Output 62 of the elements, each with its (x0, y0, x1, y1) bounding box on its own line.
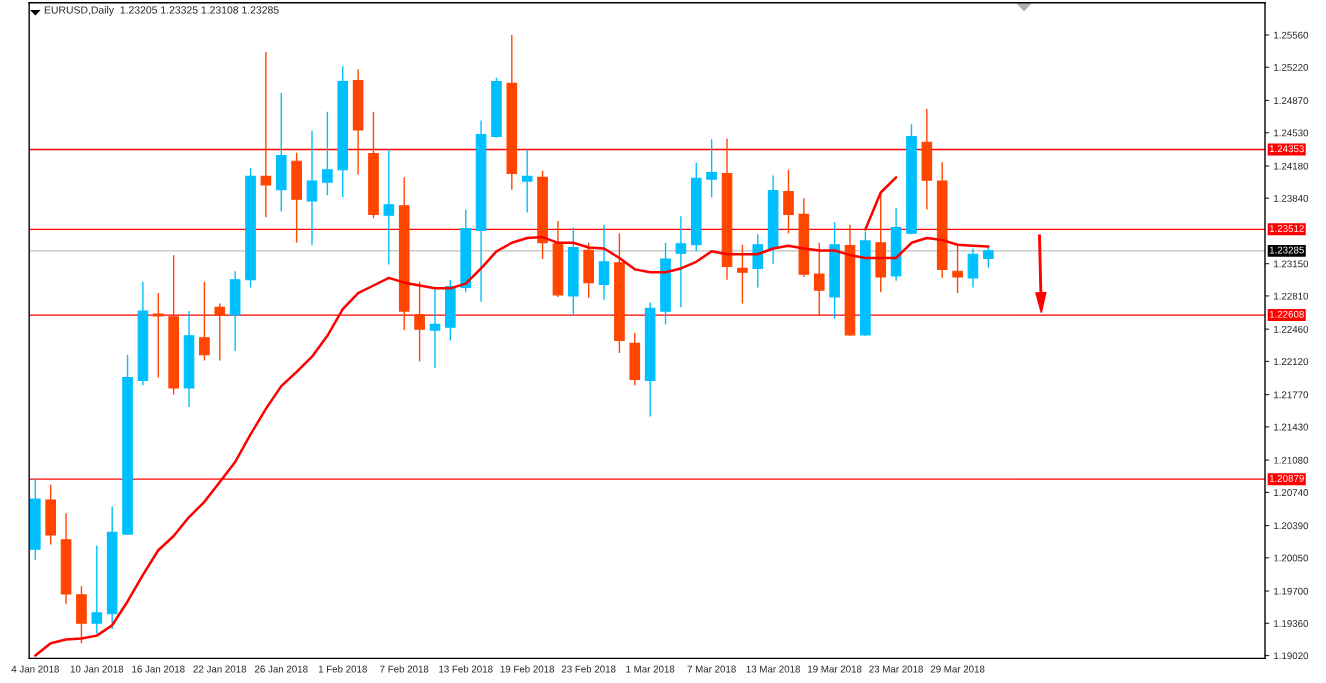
x-tick-label: 7 Feb 2018 (380, 665, 429, 673)
y-tick-label: 1.22810 (1274, 292, 1309, 300)
y-tick-label: 1.20050 (1274, 554, 1309, 562)
candlestick (383, 149, 395, 266)
candlestick (322, 111, 333, 197)
ref-line-label: 1.23285 (1269, 246, 1304, 254)
candlestick (521, 149, 533, 214)
x-tick-label: 1 Feb 2018 (318, 665, 367, 673)
candlestick (598, 224, 610, 301)
y-tick-label: 1.23840 (1274, 194, 1309, 202)
candlestick (260, 51, 272, 218)
x-tick-label: 13 Feb 2018 (439, 665, 493, 673)
candlestick (813, 242, 825, 317)
candlestick (737, 244, 748, 305)
x-tick-label: 7 Mar 2018 (687, 665, 736, 673)
candlestick (752, 233, 764, 289)
x-tick-label: 22 Jan 2018 (193, 665, 247, 673)
y-tick-label: 1.19360 (1274, 620, 1309, 627)
y-tick-label: 1.22120 (1274, 358, 1309, 366)
x-tick-label: 4 Jan 2018 (11, 665, 59, 673)
x-tick-label: 19 Mar 2018 (808, 665, 862, 673)
x-tick-label: 23 Mar 2018 (869, 665, 923, 673)
candlestick (706, 138, 717, 198)
x-tick-label: 19 Feb 2018 (500, 665, 555, 673)
x-tick-label: 16 Jan 2018 (132, 665, 185, 673)
candlestick (306, 130, 318, 246)
x-tick-label: 29 Mar 2018 (930, 665, 985, 673)
y-tick-label: 1.22460 (1274, 325, 1309, 333)
ref-line-label: 1.22608 (1269, 310, 1304, 318)
candlestick (675, 215, 687, 309)
ref-line-label: 1.24353 (1269, 145, 1304, 153)
y-tick-label: 1.23150 (1274, 260, 1309, 268)
y-tick-label: 1.25560 (1274, 31, 1309, 39)
chart-title: EURUSD,Daily 1.23205 1.23325 1.23108 1.23285 (44, 6, 279, 16)
y-tick-label: 1.20390 (1274, 522, 1309, 530)
candlestick (214, 302, 226, 362)
candlestick (967, 247, 979, 289)
x-tick-label: 23 Feb 2018 (561, 665, 616, 673)
y-tick-label: 1.21770 (1274, 391, 1309, 399)
x-tick-label: 10 Jan 2018 (70, 665, 124, 673)
candlestick (414, 281, 425, 363)
y-tick-label: 1.24180 (1274, 162, 1309, 170)
y-tick-label: 1.24530 (1274, 129, 1309, 137)
x-tick-label: 26 Jan 2018 (254, 665, 308, 673)
y-tick-label: 1.21080 (1274, 456, 1309, 464)
ref-line-label: 1.23512 (1269, 225, 1304, 232)
y-tick-label: 1.24870 (1274, 97, 1309, 105)
candlestick (952, 244, 963, 294)
candlestick (199, 281, 210, 362)
ref-line-label: 1.20879 (1269, 474, 1304, 482)
candlestick (429, 288, 441, 369)
y-tick-label: 1.21430 (1274, 423, 1309, 431)
y-tick-label: 1.20740 (1274, 489, 1309, 496)
y-tick-label: 1.19700 (1274, 587, 1309, 595)
y-tick-label: 1.19020 (1274, 652, 1309, 660)
candlestick (783, 169, 794, 235)
candlestick (152, 292, 164, 379)
candlestick (983, 246, 994, 269)
x-tick-label: 1 Mar 2018 (626, 665, 675, 673)
candlestick (91, 544, 103, 635)
y-tick-label: 1.25220 (1274, 63, 1309, 71)
x-tick-label: 13 Mar 2018 (746, 665, 800, 673)
